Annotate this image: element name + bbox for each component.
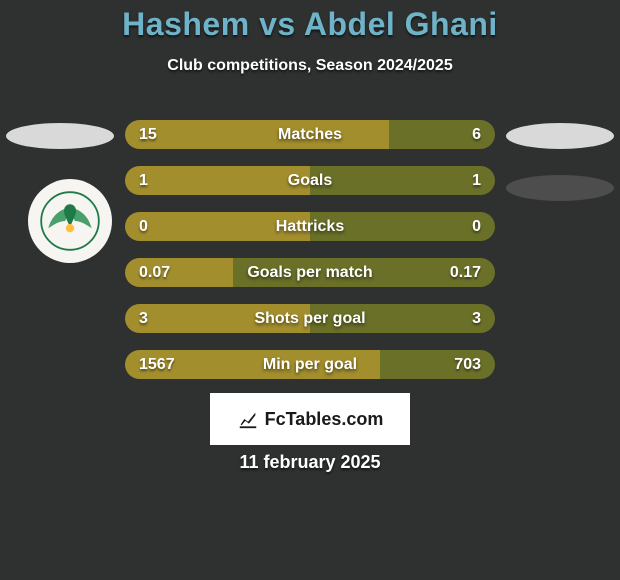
stat-row: 0.070.17Goals per match: [125, 258, 495, 287]
stat-value-right: 0.17: [450, 258, 481, 287]
stat-value-right: 1: [472, 166, 481, 195]
date-line: 11 february 2025: [0, 452, 620, 473]
source-text: FcTables.com: [265, 409, 384, 430]
stat-value-right: 6: [472, 120, 481, 149]
stat-seg-right: [310, 212, 495, 241]
comparison-infographic: Hashem vs Abdel Ghani Club competitions,…: [0, 0, 620, 580]
stat-value-left: 3: [139, 304, 148, 333]
stat-value-right: 3: [472, 304, 481, 333]
stat-seg-right: [310, 304, 495, 333]
page-subtitle: Club competitions, Season 2024/2025: [0, 57, 620, 75]
stat-row: 1567703Min per goal: [125, 350, 495, 379]
stat-value-left: 0.07: [139, 258, 170, 287]
stat-value-right: 703: [454, 350, 481, 379]
stat-value-left: 15: [139, 120, 157, 149]
stat-value-left: 0: [139, 212, 148, 241]
page-title: Hashem vs Abdel Ghani: [0, 0, 620, 43]
stat-value-left: 1: [139, 166, 148, 195]
stat-seg-left: [125, 166, 310, 195]
stat-seg-left: [125, 304, 310, 333]
stat-value-right: 0: [472, 212, 481, 241]
stat-row: 11Goals: [125, 166, 495, 195]
chart-icon: [237, 408, 259, 430]
stat-seg-left: [125, 212, 310, 241]
stat-bars: 156Matches11Goals00Hattricks0.070.17Goal…: [0, 120, 620, 396]
stat-value-left: 1567: [139, 350, 175, 379]
stat-seg-left: [125, 120, 389, 149]
stat-row: 156Matches: [125, 120, 495, 149]
stat-row: 33Shots per goal: [125, 304, 495, 333]
stat-seg-right: [310, 166, 495, 195]
stat-row: 00Hattricks: [125, 212, 495, 241]
source-badge: FcTables.com: [210, 393, 410, 445]
